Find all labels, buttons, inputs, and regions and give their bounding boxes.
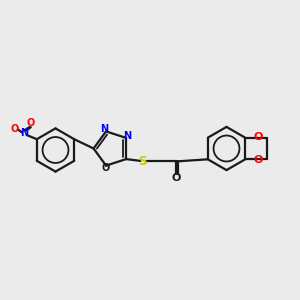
Text: N: N <box>124 130 132 140</box>
Text: O: O <box>172 173 181 183</box>
Text: N: N <box>20 128 28 138</box>
Text: O: O <box>254 155 263 165</box>
Text: O: O <box>27 118 35 128</box>
Text: S: S <box>138 155 147 168</box>
Text: O: O <box>102 163 110 173</box>
Text: O: O <box>10 124 18 134</box>
Text: N: N <box>100 124 109 134</box>
Text: O: O <box>254 132 263 142</box>
